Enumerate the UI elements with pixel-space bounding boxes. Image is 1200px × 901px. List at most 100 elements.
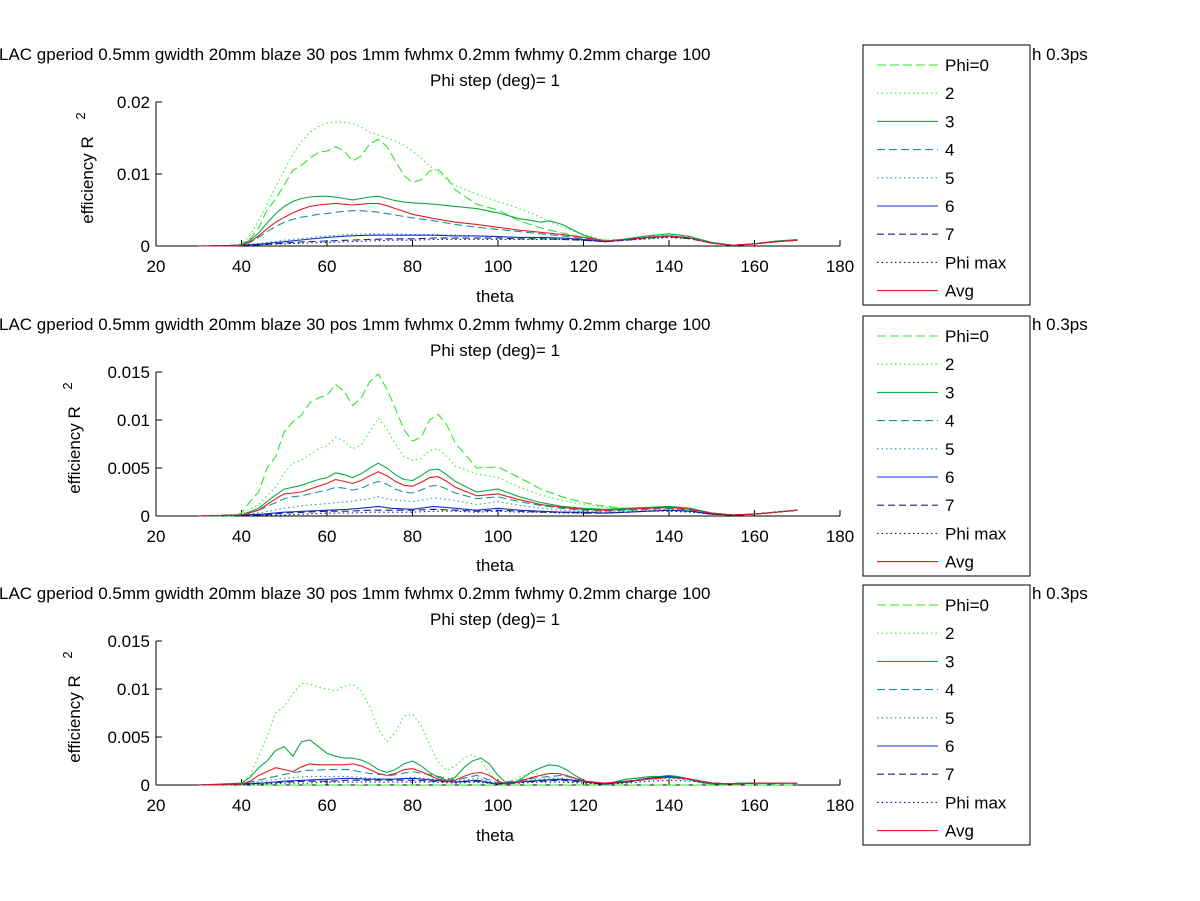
legend-label: 5 bbox=[945, 709, 954, 728]
x-tick-label: 160 bbox=[740, 257, 768, 276]
x-tick-label: 60 bbox=[318, 527, 337, 546]
x-tick-label: 160 bbox=[740, 527, 768, 546]
series-line-phi-max bbox=[198, 509, 798, 517]
subplot-1: 20 40 60 80 100 120 140 160 180 0 0.01 0.02 LAC gper… bbox=[0, 44, 1088, 306]
chart-subtitle: Phi step (deg)= 1 bbox=[430, 341, 560, 360]
y-tick-label: 0.005 bbox=[107, 728, 150, 747]
series-group bbox=[198, 682, 798, 786]
series-line-2 bbox=[198, 121, 798, 247]
x-tick-label: 80 bbox=[403, 257, 422, 276]
x-tick-label: 160 bbox=[740, 796, 768, 815]
legend-label: 4 bbox=[945, 141, 954, 160]
y-tick-label: 0.015 bbox=[107, 632, 150, 651]
x-tick-label: 40 bbox=[232, 527, 251, 546]
chart-title: LAC gperiod 0.5mm gwidth 20mm blaze 30 p… bbox=[0, 584, 710, 603]
y-tick-label: 0.02 bbox=[117, 93, 150, 112]
chart-subtitle: Phi step (deg)= 1 bbox=[430, 71, 560, 90]
x-tick-label: 180 bbox=[826, 257, 854, 276]
x-tick-label: 120 bbox=[569, 257, 597, 276]
x-tick-label: 60 bbox=[318, 257, 337, 276]
series-line-7 bbox=[198, 236, 798, 247]
legend-label: Phi=0 bbox=[945, 327, 989, 346]
legend: Phi=0 2 3 4 5 6 7 Phi max Avg bbox=[862, 584, 1031, 846]
legend-label: Avg bbox=[945, 553, 974, 572]
y-axis-label-superscript: 2 bbox=[60, 651, 75, 658]
series-line-2 bbox=[198, 417, 798, 517]
chart-title-tail: h 0.3ps bbox=[1032, 315, 1088, 334]
legend-label: Phi=0 bbox=[945, 596, 989, 615]
series-line-phi-0 bbox=[198, 373, 798, 517]
series-line-phi-max bbox=[198, 779, 798, 786]
series-line-avg bbox=[198, 202, 798, 247]
chart-title-tail: h 0.3ps bbox=[1032, 584, 1088, 603]
series-group bbox=[198, 373, 798, 517]
y-tick-label: 0 bbox=[141, 507, 150, 526]
legend-label: 5 bbox=[945, 440, 954, 459]
series-group bbox=[198, 121, 798, 247]
y-tick-label: 0.01 bbox=[117, 411, 150, 430]
series-line-7 bbox=[198, 776, 798, 786]
y-axis-label-superscript: 2 bbox=[60, 382, 75, 389]
series-line-3 bbox=[198, 195, 798, 247]
legend-label: 3 bbox=[945, 383, 954, 402]
series-line-avg bbox=[198, 763, 798, 786]
y-tick-label: 0.005 bbox=[107, 459, 150, 478]
y-tick-label: 0.015 bbox=[107, 363, 150, 382]
legend-label: Phi=0 bbox=[945, 56, 989, 75]
x-tick-label: 100 bbox=[484, 527, 512, 546]
x-tick-label: 120 bbox=[569, 796, 597, 815]
legend-label: Avg bbox=[945, 822, 974, 841]
subplot-2: 20 40 60 80 100 120 140 160 180 0 0.005 0.01 0.015 LA… bbox=[0, 315, 1088, 577]
legend-label: 7 bbox=[945, 496, 954, 515]
legend-label: 3 bbox=[945, 652, 954, 671]
x-tick-label: 180 bbox=[826, 796, 854, 815]
y-axis-label: efficiency R bbox=[78, 136, 97, 224]
series-line-4 bbox=[198, 210, 798, 247]
x-tick-label: 20 bbox=[147, 257, 166, 276]
legend-box bbox=[862, 584, 1031, 846]
legend-label: 2 bbox=[945, 355, 954, 374]
y-axis-label-group: efficiency R 2 bbox=[60, 382, 84, 493]
x-tick-label: 140 bbox=[655, 796, 683, 815]
legend-label: 6 bbox=[945, 197, 954, 216]
legend-label: 3 bbox=[945, 112, 954, 131]
x-tick-label: 80 bbox=[403, 527, 422, 546]
x-tick-label: 60 bbox=[318, 796, 337, 815]
legend-label: 2 bbox=[945, 624, 954, 643]
series-line-7 bbox=[198, 508, 798, 517]
y-tick-label: 0.01 bbox=[117, 680, 150, 699]
series-line-3 bbox=[198, 462, 798, 517]
legend-label: 6 bbox=[945, 468, 954, 487]
x-tick-label: 40 bbox=[232, 257, 251, 276]
x-tick-label: 20 bbox=[147, 527, 166, 546]
chart-subtitle: Phi step (deg)= 1 bbox=[430, 610, 560, 629]
y-axis-label-group: efficiency R 2 bbox=[73, 112, 97, 223]
legend-label: 2 bbox=[945, 84, 954, 103]
legend-label: 7 bbox=[945, 765, 954, 784]
series-line-4 bbox=[198, 480, 798, 517]
y-axis-label-group: efficiency R 2 bbox=[60, 651, 84, 762]
x-axis-label: theta bbox=[476, 287, 514, 306]
y-tick-label: 0.01 bbox=[117, 165, 150, 184]
series-line-5 bbox=[198, 496, 798, 517]
legend-box bbox=[862, 315, 1031, 577]
legend: Phi=0 2 3 4 5 6 7 Phi max Avg bbox=[862, 44, 1031, 306]
legend-label: 4 bbox=[945, 412, 954, 431]
legend-label: Avg bbox=[945, 282, 974, 301]
legend-label: 6 bbox=[945, 737, 954, 756]
legend-label: 7 bbox=[945, 225, 954, 244]
subplot-3: 20 40 60 80 100 120 140 160 180 0 0.005 0.01 0.015 LA… bbox=[0, 584, 1088, 846]
x-tick-label: 100 bbox=[484, 257, 512, 276]
series-line-avg bbox=[198, 471, 798, 517]
chart-title: LAC gperiod 0.5mm gwidth 20mm blaze 30 p… bbox=[0, 315, 710, 334]
x-tick-label: 40 bbox=[232, 796, 251, 815]
y-axis-label: efficiency R bbox=[65, 675, 84, 763]
x-axis-label: theta bbox=[476, 826, 514, 845]
legend-label: 5 bbox=[945, 169, 954, 188]
x-axis-label: theta bbox=[476, 556, 514, 575]
chart-title: LAC gperiod 0.5mm gwidth 20mm blaze 30 p… bbox=[0, 45, 710, 64]
y-tick-label: 0 bbox=[141, 237, 150, 256]
x-tick-label: 100 bbox=[484, 796, 512, 815]
legend-label: Phi max bbox=[945, 524, 1007, 543]
